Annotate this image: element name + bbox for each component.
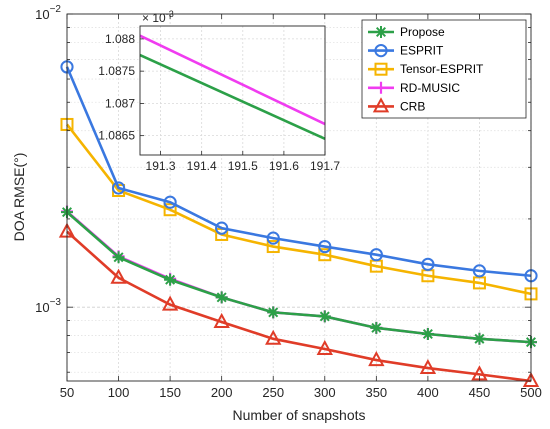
inset-x-tick-label: 191.7 <box>310 159 340 173</box>
legend-marker <box>372 97 390 113</box>
legend-marker <box>375 81 387 94</box>
x-tick-label: 350 <box>365 385 387 400</box>
legend-entry-esprit: ESPRIT <box>368 44 444 58</box>
x-tick-label: 250 <box>262 385 284 400</box>
data-point <box>318 239 332 254</box>
legend-marker <box>375 26 387 38</box>
main-axes: 50 100 150 200 250 300 350 400 450 500 10−2 10−3 <box>35 4 542 400</box>
series-line <box>66 230 532 383</box>
data-point <box>267 306 280 319</box>
legend-label: Propose <box>400 25 445 39</box>
legend-label: Tensor-ESPRIT <box>400 62 484 76</box>
data-point <box>161 295 179 311</box>
data-point <box>164 273 177 286</box>
series-line <box>66 211 532 344</box>
plot-frame <box>66 13 532 382</box>
inset-x-tick-label: 191.5 <box>228 159 258 173</box>
data-point <box>163 203 177 217</box>
legend-label: RD-MUSIC <box>400 81 460 95</box>
inset-frame <box>139 25 326 156</box>
data-point <box>318 310 331 323</box>
data-point <box>369 248 383 262</box>
y-tick-label: 10−2 <box>35 4 61 22</box>
data-point <box>213 312 230 329</box>
legend-entry-crb: CRB <box>368 97 425 113</box>
inset-y-tick-label: 1.0875 <box>98 64 135 78</box>
legend-marker <box>374 62 388 76</box>
x-tick-label: 450 <box>469 385 491 400</box>
data-point <box>473 332 486 345</box>
main-series <box>58 60 540 387</box>
data-point <box>421 257 435 271</box>
data-point <box>215 221 229 235</box>
data-point <box>368 350 385 367</box>
inset-multiplier-label: × 10-3 <box>142 9 174 25</box>
x-tick-label: 150 <box>159 385 181 400</box>
series-line <box>65 66 532 278</box>
inset-series-rd-music <box>139 34 326 126</box>
x-tick-label: 200 <box>211 385 233 400</box>
x-tick-label: 300 <box>314 385 336 400</box>
x-tick-label: 500 <box>520 385 542 400</box>
x-axis-title: Number of snapshots <box>232 407 365 423</box>
series-crb <box>58 222 540 387</box>
data-point <box>472 264 487 278</box>
data-point <box>522 371 540 387</box>
inset-x-tick-label: 191.4 <box>187 159 217 173</box>
data-point <box>111 181 126 195</box>
data-point <box>316 339 333 356</box>
data-point <box>215 291 228 304</box>
inset-series-propose <box>139 53 326 141</box>
inset-x-tick-label: 191.6 <box>269 159 299 173</box>
legend-entry-rd-music: RD-MUSIC <box>368 81 460 95</box>
inset-zoom-chart: 191.3 191.4 191.5 191.6 191.7 1.0865 1.087 1.08… <box>98 9 340 173</box>
legend-marker <box>374 44 388 58</box>
data-point <box>419 358 437 375</box>
legend-label: ESPRIT <box>400 44 444 58</box>
data-point <box>266 240 280 254</box>
x-tick-label: 100 <box>108 385 130 400</box>
data-point <box>318 248 332 262</box>
x-tick-label: 400 <box>417 385 439 400</box>
data-point <box>163 195 177 209</box>
inset-y-tick-label: 1.088 <box>105 32 135 46</box>
legend-entry-tensor-esprit: Tensor-ESPRIT <box>368 62 484 76</box>
inset-x-tick-label: 191.3 <box>146 159 176 173</box>
data-point <box>370 321 383 334</box>
legend-label: CRB <box>400 99 425 113</box>
data-point <box>421 328 434 341</box>
y-tick-label: 10−3 <box>35 297 61 315</box>
inset-y-tick-label: 1.0865 <box>98 129 135 143</box>
inset-y-tick-label: 1.087 <box>105 96 135 110</box>
data-point <box>112 251 125 264</box>
series-line <box>65 123 532 296</box>
legend-entry-propose: Propose <box>368 25 445 39</box>
data-point <box>110 268 127 284</box>
x-tick-label: 50 <box>60 385 74 400</box>
inset-background <box>140 26 325 155</box>
data-point <box>265 329 282 345</box>
y-axis-title: DOA RMSE(°) <box>11 153 27 242</box>
data-point <box>266 231 280 245</box>
legend: Propose ESPRIT Tensor-ESPRIT RD-MUSIC CRB <box>361 19 527 119</box>
